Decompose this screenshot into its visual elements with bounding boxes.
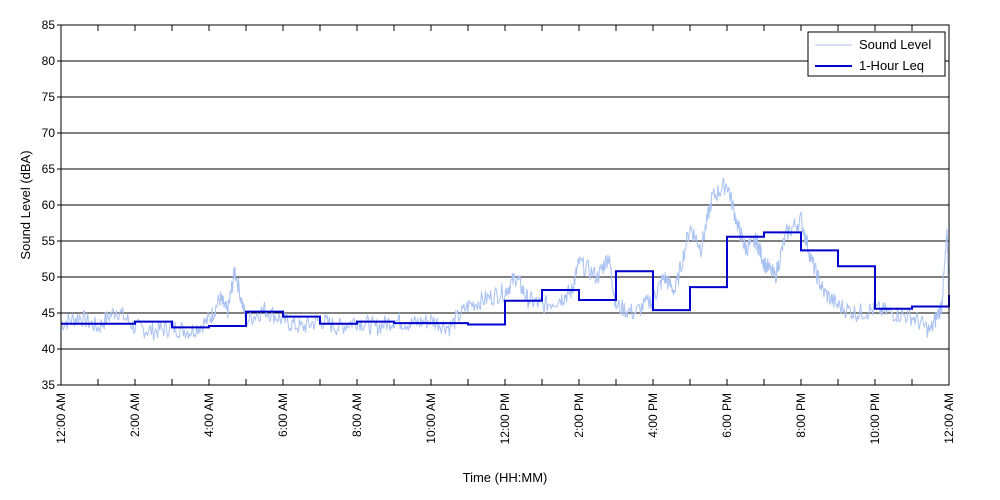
y-axis-title: Sound Level (dBA) xyxy=(18,150,33,259)
legend-label-1-hour-leq: 1-Hour Leq xyxy=(859,58,924,73)
y-tick-label: 50 xyxy=(42,270,56,284)
x-tick-label: 8:00 AM xyxy=(350,393,364,437)
legend-label-sound-level: Sound Level xyxy=(859,37,931,52)
x-tick-label: 6:00 AM xyxy=(276,393,290,437)
y-tick-label: 85 xyxy=(42,18,56,32)
y-tick-label: 45 xyxy=(42,306,56,320)
x-tick-label: 8:00 PM xyxy=(794,393,808,438)
x-tick-label: 4:00 AM xyxy=(202,393,216,437)
x-tick-label: 10:00 PM xyxy=(868,393,882,444)
x-tick-label: 12:00 AM xyxy=(942,393,956,444)
y-tick-label: 55 xyxy=(42,234,56,248)
x-axis-title: Time (HH:MM) xyxy=(463,470,548,485)
x-tick-label: 6:00 PM xyxy=(720,393,734,438)
x-tick-label: 12:00 PM xyxy=(498,393,512,444)
series-line-1-hour-leq xyxy=(61,231,950,329)
x-ticks: 12:00 AM 2:00 AM 4:00 AM 6:00 AM 8:00 AM 10:0… xyxy=(54,25,956,444)
y-ticks: 35 40 45 50 55 60 65 70 75 80 85 xyxy=(42,18,61,392)
x-tick-label: 4:00 PM xyxy=(646,393,660,438)
plot-frame xyxy=(60,24,950,386)
x-tick-label: 10:00 AM xyxy=(424,393,438,444)
y-tick-label: 70 xyxy=(42,126,56,140)
x-tick-label: 2:00 AM xyxy=(128,393,142,437)
series-line-sound-level xyxy=(60,177,950,341)
legend: Sound Level 1-Hour Leq xyxy=(807,31,946,77)
legend-box xyxy=(807,31,946,77)
y-tick-label: 40 xyxy=(42,342,56,356)
series-layer xyxy=(60,177,950,341)
y-tick-label: 65 xyxy=(42,162,56,176)
y-tick-label: 60 xyxy=(42,198,56,212)
y-tick-label: 35 xyxy=(42,378,56,392)
y-tick-label: 75 xyxy=(42,90,56,104)
x-tick-label: 2:00 PM xyxy=(572,393,586,438)
y-tick-label: 80 xyxy=(42,54,56,68)
x-tick-label: 12:00 AM xyxy=(54,393,68,444)
